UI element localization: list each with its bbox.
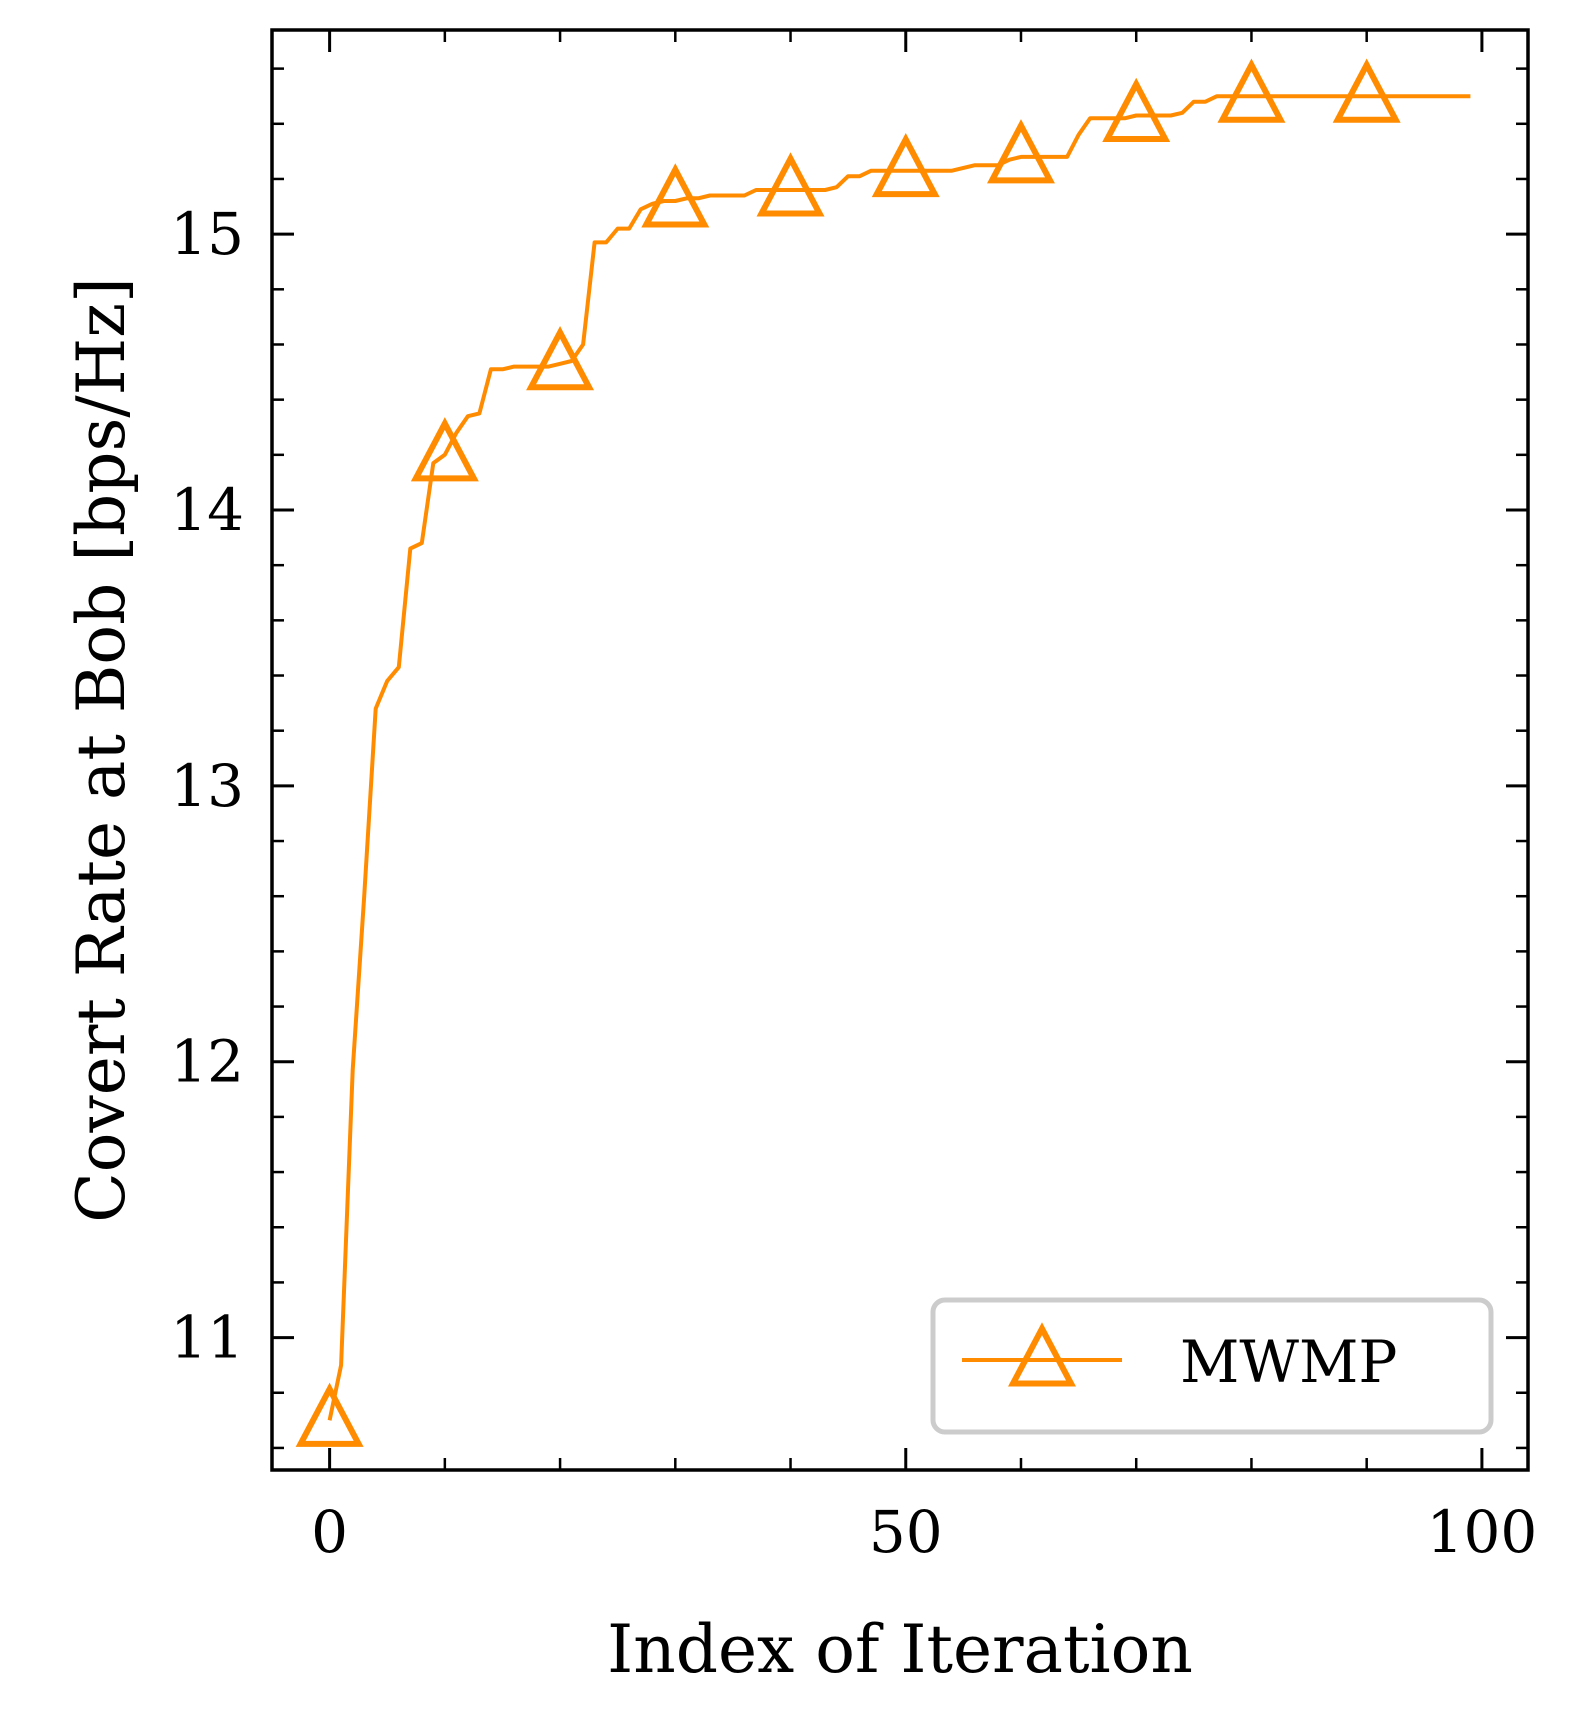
- y-tick-label: 15: [170, 200, 244, 268]
- x-axis-title: Index of Iteration: [607, 1611, 1193, 1688]
- x-tick-label: 0: [311, 1498, 348, 1566]
- legend-marker-triangle: [1008, 1322, 1076, 1387]
- data-point-marker: [1332, 58, 1401, 123]
- legend-label: MWMP: [1180, 1328, 1397, 1396]
- series-line-mwmp: [327, 94, 1471, 1421]
- series-layer: [295, 58, 1471, 1447]
- data-point-marker: [871, 132, 940, 198]
- data-point-marker: [410, 417, 479, 482]
- y-tick-label: 14: [170, 476, 244, 544]
- ticks-layer: [272, 30, 1528, 1470]
- data-point-marker: [295, 1382, 364, 1447]
- y-tick-label: 13: [170, 752, 244, 820]
- legend: MWMP: [930, 1297, 1494, 1435]
- legend-box: [930, 1297, 1494, 1435]
- plot-frame: [270, 28, 1530, 1472]
- data-point-marker: [1102, 77, 1171, 143]
- data-point-marker: [987, 119, 1055, 184]
- y-axis-title: Covert Rate at Bob [bps/Hz]: [63, 277, 140, 1223]
- y-tick-label: 11: [170, 1304, 244, 1372]
- x-tick-label: 50: [869, 1498, 943, 1566]
- data-point-marker: [756, 152, 825, 217]
- x-tick-label: 100: [1427, 1498, 1538, 1566]
- data-point-marker: [1217, 58, 1286, 123]
- labels-layer: 0 50 100 11 12 13 14 15: [170, 200, 1537, 1566]
- y-tick-label: 12: [170, 1028, 244, 1096]
- data-point-marker: [526, 326, 595, 391]
- data-point-marker: [641, 163, 710, 228]
